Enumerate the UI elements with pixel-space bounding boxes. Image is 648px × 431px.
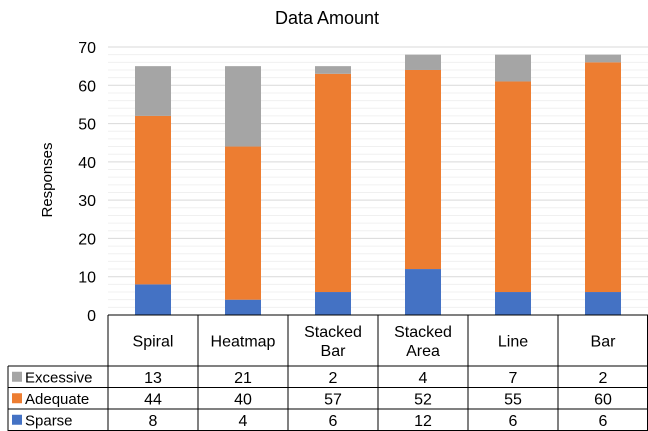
legend-label: Adequate: [25, 391, 89, 408]
y-axis-title: Responses: [39, 142, 56, 217]
bar-sparse: [585, 292, 621, 315]
table-cell: 13: [144, 370, 162, 387]
bar-excessive: [405, 54, 441, 70]
table-cell: 6: [509, 413, 518, 430]
table-cell: 2: [329, 370, 338, 387]
table-cell: 52: [414, 391, 432, 408]
table-cell: 4: [419, 370, 428, 387]
bar-sparse: [315, 292, 351, 315]
bar-sparse: [495, 292, 531, 315]
bar-adequate: [495, 81, 531, 293]
table-cell: 7: [509, 370, 518, 387]
data-table: Spiral Heatmap Stacked Bar Stacked Area Line Ba…: [7, 314, 648, 431]
legend-swatch-sparse: [12, 414, 22, 425]
table-cell: 6: [329, 413, 338, 430]
category-label: Stacked: [304, 324, 362, 341]
table-cell: 21: [234, 370, 252, 387]
category-label: Stacked: [394, 324, 452, 341]
y-tick-label: 20: [78, 231, 96, 248]
y-tick-label: 60: [78, 78, 96, 95]
y-tick-label: 50: [78, 117, 96, 134]
gridlines: [108, 46, 648, 316]
bar-excessive: [315, 66, 351, 74]
legend-swatch-adequate: [12, 393, 22, 404]
category-label: Area: [406, 343, 440, 360]
bar-excessive: [135, 66, 171, 116]
y-tick-label: 30: [78, 193, 96, 210]
table-cell: 12: [414, 413, 432, 430]
bar-sparse: [225, 299, 261, 315]
y-tick-label: 40: [78, 155, 96, 172]
legend-label: Excessive: [25, 369, 93, 386]
category-label: Bar: [591, 334, 617, 351]
bar-excessive: [495, 54, 531, 82]
legend-label: Sparse: [25, 412, 73, 429]
bar-excessive: [225, 66, 261, 147]
table-cell: 57: [324, 391, 342, 408]
table-cell: 2: [599, 370, 608, 387]
table-cell: 6: [599, 413, 608, 430]
table-cell: 4: [239, 413, 248, 430]
y-axis-tick-labels: 0 10 20 30 40 50 60 70: [78, 40, 96, 325]
bar-adequate: [225, 146, 261, 300]
table-cell: 60: [594, 391, 612, 408]
category-label: Heatmap: [211, 334, 276, 351]
table-cell: 8: [149, 413, 158, 430]
legend-swatch-excessive: [12, 371, 22, 382]
y-tick-label: 70: [78, 40, 96, 57]
chart-title: Data Amount: [275, 8, 379, 28]
bar-excessive: [585, 54, 621, 63]
bar-sparse: [405, 269, 441, 315]
table-cell: 44: [144, 391, 162, 408]
bar-adequate: [315, 73, 351, 293]
category-label: Spiral: [133, 334, 174, 351]
table-cell: 40: [234, 391, 252, 408]
table-cell: 55: [504, 391, 522, 408]
y-tick-label: 0: [87, 308, 96, 325]
y-tick-label: 10: [78, 270, 96, 287]
category-label: Bar: [321, 343, 347, 360]
category-label: Line: [498, 334, 528, 351]
bar-sparse: [135, 284, 171, 315]
bar-adequate: [405, 69, 441, 270]
bar-adequate: [135, 115, 171, 285]
bar-adequate: [585, 62, 621, 293]
bars: [135, 54, 621, 315]
